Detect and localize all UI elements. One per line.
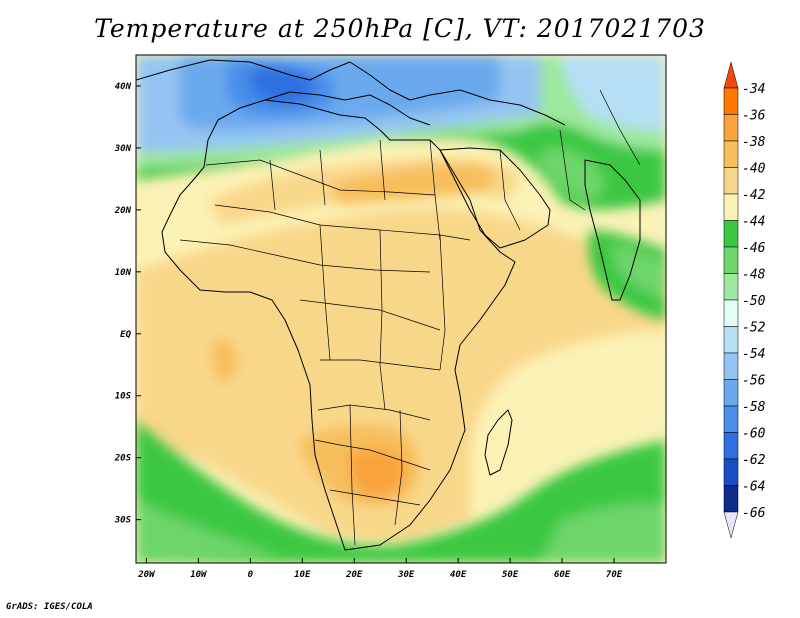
lat-tick-label: 40N — [115, 82, 132, 92]
colorbar-swatch — [723, 458, 739, 486]
colorbar-swatch — [723, 432, 739, 460]
colorbar-swatch — [723, 167, 739, 195]
lon-tick-label: 50E — [502, 570, 519, 580]
mediterranean-coastline — [264, 91, 431, 126]
lon-tick-label: 20W — [137, 570, 156, 580]
colorbar-swatch — [723, 193, 739, 221]
colorbar-swatch — [723, 405, 739, 433]
colorbar-label: -34 — [742, 82, 765, 97]
colorbar-label: -62 — [742, 453, 766, 468]
colorbar-label: -44 — [742, 215, 765, 230]
lon-tick-label: 70E — [606, 570, 623, 580]
lon-tick-label: 40E — [450, 570, 467, 580]
lat-tick-label: 30S — [114, 516, 132, 526]
lon-tick-label: 60E — [554, 570, 571, 580]
colorbar-swatch — [723, 220, 739, 248]
colorbar-label: -54 — [742, 347, 765, 362]
colorbar-swatch — [723, 352, 739, 380]
colorbar-swatch — [723, 299, 739, 327]
india-coastline — [584, 159, 641, 301]
lat-tick-label: 30N — [114, 144, 132, 154]
colorbar-swatch — [723, 485, 739, 513]
lon-tick-label: 20E — [345, 570, 363, 580]
colorbar-label: -66 — [742, 506, 766, 521]
coastlines — [136, 59, 641, 551]
lon-tick-label: 10W — [190, 570, 208, 580]
lat-tick-label: EQ — [120, 330, 131, 340]
colorbar-label: -46 — [742, 241, 766, 256]
colorbar-label: -48 — [742, 268, 766, 283]
colorbar-label: -58 — [742, 400, 766, 415]
colorbar-swatch — [723, 140, 739, 168]
africa-coastline — [161, 99, 516, 551]
colorbar-label: -60 — [742, 427, 766, 442]
colorbar-label: -38 — [742, 135, 766, 150]
colorbar-swatch — [723, 87, 739, 115]
colorbar-label: -42 — [742, 188, 766, 203]
credit-text: GrADS: IGES/COLA — [6, 602, 93, 612]
temperature-field — [136, 55, 666, 563]
colorbar-label: -50 — [742, 294, 766, 309]
lat-tick-label: 20N — [114, 206, 132, 216]
colorbar-label: -64 — [742, 480, 765, 495]
longitude-axis: 20W 10W 0 10E 20E 30E 40E 50E 60E 70E — [137, 558, 623, 580]
lat-tick-label: 10N — [115, 268, 132, 278]
lon-tick-label: 30E — [397, 570, 415, 580]
lat-tick-label: 20S — [114, 454, 132, 464]
plot-frame — [135, 54, 667, 564]
colorbar-bottom-arrow — [723, 511, 739, 539]
latitude-axis: 40N 30N 20N 10N EQ 10S 20S 30S — [114, 82, 141, 526]
colorbar: -34 -36 -38 -40 -42 -44 -46 -48 -50 -52 -54 -56 -58 -… — [723, 61, 766, 539]
colorbar-swatch — [723, 246, 739, 274]
colorbar-label: -52 — [742, 321, 766, 336]
lon-tick-label: 0 — [248, 570, 254, 580]
colorbar-swatch — [723, 114, 739, 142]
country-borders — [179, 89, 641, 546]
lon-tick-label: 10E — [294, 570, 311, 580]
colorbar-swatch — [723, 379, 739, 407]
madagascar-coastline — [484, 409, 513, 476]
colorbar-label: -56 — [742, 374, 766, 389]
colorbar-label: -40 — [742, 162, 766, 177]
colorbar-swatch — [723, 273, 739, 301]
map-title: Temperature at 250hPa [C], VT: 201702170… — [94, 14, 706, 43]
europe-coastline — [136, 59, 566, 126]
colorbar-label: -36 — [742, 109, 766, 124]
colorbar-top-arrow — [723, 61, 739, 89]
colorbar-swatch — [723, 326, 739, 354]
lat-tick-label: 10S — [115, 392, 132, 402]
